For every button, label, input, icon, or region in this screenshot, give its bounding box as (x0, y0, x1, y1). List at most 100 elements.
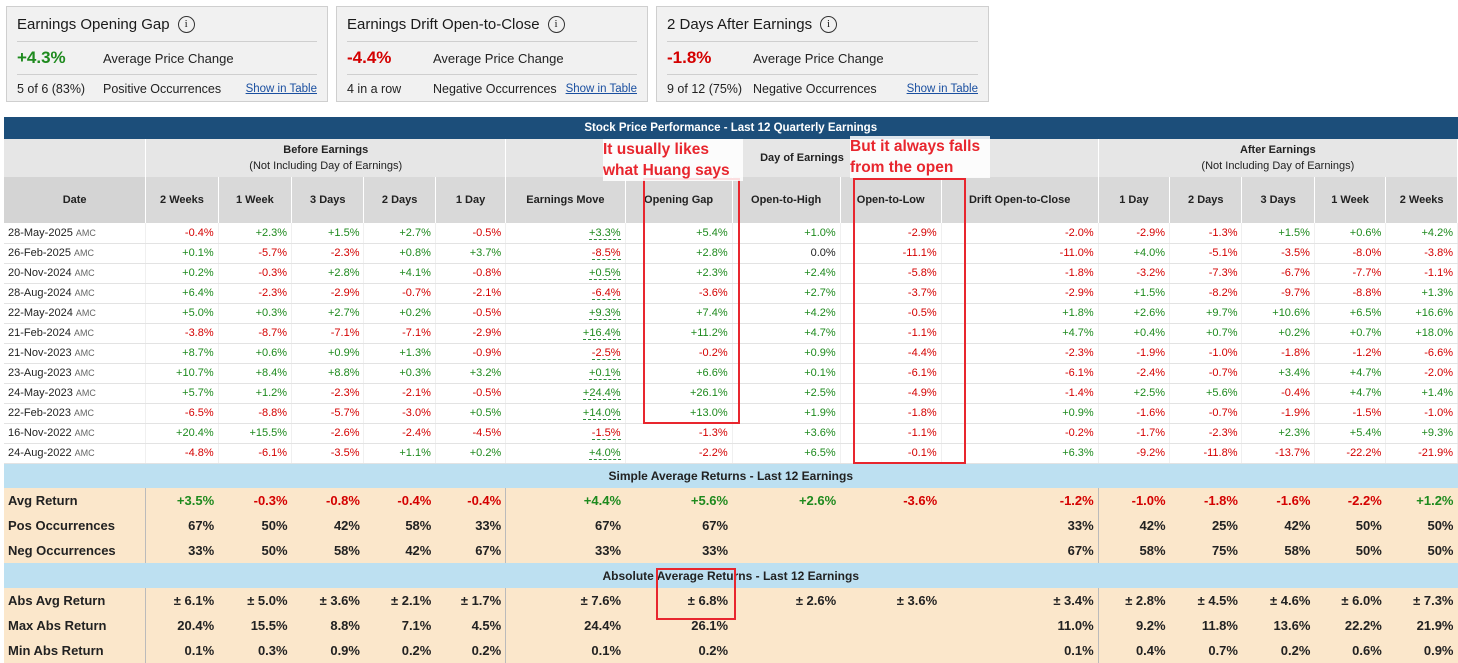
cell-value: -2.9% (1097, 223, 1171, 244)
cell-value: -11.0% (941, 243, 1099, 264)
column-header[interactable]: 2 Days (1169, 177, 1243, 223)
table-row: 22-May-2024 AMC +5.0% +0.3% +2.7% +0.2% -0.5% +… (4, 303, 1458, 324)
cell-value: +5.0% (145, 303, 219, 324)
cell-value: -11.1% (840, 243, 942, 264)
amc-tag: AMC (74, 368, 95, 378)
summary-value: 50% (1385, 513, 1458, 538)
cell-value: -2.1% (363, 383, 436, 404)
cell-value: +3.4% (1241, 363, 1315, 384)
cell-value: +0.6% (1314, 223, 1387, 244)
earnings-move-value[interactable]: +4.0% (589, 447, 621, 460)
summary-value: 0.1% (941, 638, 1099, 663)
group-day-label: Day of Earnings (760, 152, 844, 164)
column-header[interactable]: 1 Week (1314, 177, 1387, 223)
summary-row: Abs Avg Return ± 6.1% ± 5.0% ± 3.6% ± 2.1% ± … (4, 588, 1458, 613)
summary-value: 33% (625, 538, 733, 563)
cell-value: +1.5% (1097, 283, 1171, 304)
cell-value: +4.2% (732, 303, 841, 324)
column-header[interactable]: 1 Day (435, 177, 507, 223)
column-header[interactable]: 2 Weeks (1385, 177, 1458, 223)
earnings-move-value[interactable]: +24.4% (582, 387, 621, 400)
summary-value: 42% (291, 513, 364, 538)
info-icon[interactable]: i (177, 15, 195, 33)
summary-value: +5.6% (625, 488, 733, 513)
summary-value (732, 538, 841, 563)
cell-value: -7.7% (1314, 263, 1387, 284)
cell-value: +5.6% (1169, 383, 1243, 404)
summary-value: 0.2% (625, 638, 733, 663)
column-header[interactable]: Open-to-Low (840, 177, 942, 223)
cell-value: -4.4% (840, 343, 942, 364)
cell-value: -2.3% (291, 243, 365, 264)
summary-value (732, 638, 841, 663)
show-in-table-link[interactable]: Show in Table (906, 83, 978, 95)
column-header[interactable]: Date (4, 177, 147, 223)
cell-value: -3.2% (1097, 263, 1171, 284)
summary-value: -1.8% (1169, 488, 1242, 513)
earnings-move-value[interactable]: -8.5% (591, 247, 621, 260)
earnings-move-value[interactable]: +9.3% (589, 307, 621, 320)
summary-value: 0.1% (145, 638, 219, 663)
summary-card: Earnings Drift Open-to-Close i -4.4% Avera… (336, 6, 648, 102)
summary-value: +3.5% (145, 488, 219, 513)
cell-value: +2.7% (291, 303, 365, 324)
column-header[interactable]: Earnings Move (505, 177, 626, 223)
earnings-move-value[interactable]: -2.5% (591, 347, 621, 360)
cell-value: +16.6% (1385, 303, 1458, 324)
card-value: -4.4% (347, 48, 392, 67)
info-icon[interactable]: i (547, 15, 565, 33)
summary-value: ± 4.6% (1241, 588, 1315, 613)
cell-value: -2.9% (941, 283, 1099, 304)
cell-value: -3.5% (291, 443, 365, 464)
cell-value: +4.7% (732, 323, 841, 344)
show-in-table-link[interactable]: Show in Table (565, 83, 637, 95)
annotation-note-huang: It usually likes what Huang says (603, 139, 743, 181)
earnings-move-value[interactable]: +0.1% (589, 367, 621, 380)
summary-value: ± 3.6% (840, 588, 942, 613)
cell-value: +3.2% (435, 363, 507, 384)
cell-value: -6.1% (840, 363, 942, 384)
card-occurrences: 9 of 12 (75%) (667, 82, 743, 96)
cell-value: -1.1% (1385, 263, 1458, 284)
cell-value: +1.5% (1241, 223, 1315, 244)
column-header[interactable]: Open-to-High (732, 177, 841, 223)
cell-value: +9.7% (1169, 303, 1243, 324)
group-day: Day of Earnings (505, 139, 1099, 177)
column-header[interactable]: 3 Days (291, 177, 365, 223)
info-icon[interactable]: i (820, 15, 838, 33)
cell-value: -9.7% (1241, 283, 1315, 304)
amc-tag: AMC (75, 388, 96, 398)
cell-value: +0.2% (363, 303, 436, 324)
card-occurrences: 4 in a row (347, 82, 402, 96)
column-header[interactable]: Opening Gap (625, 177, 733, 223)
cell-value: +10.6% (1241, 303, 1315, 324)
show-in-table-link[interactable]: Show in Table (245, 83, 317, 95)
column-header[interactable]: 1 Day (1097, 177, 1171, 223)
cell-value: -0.1% (840, 443, 942, 464)
summary-value: ± 6.1% (145, 588, 219, 613)
column-header[interactable]: 2 Weeks (145, 177, 219, 223)
row-date: 24-Aug-2022 (8, 447, 72, 459)
column-header[interactable]: 1 Week (218, 177, 293, 223)
earnings-move-value[interactable]: -1.5% (591, 427, 621, 440)
cell-value: -1.6% (1097, 403, 1171, 424)
column-header[interactable]: Drift Open-to-Close (941, 177, 1099, 223)
summary-value: -3.6% (840, 488, 942, 513)
earnings-move-value[interactable]: +3.3% (589, 226, 621, 240)
summary-value: 42% (1098, 513, 1170, 538)
earnings-move-value[interactable]: -6.4% (591, 287, 621, 300)
column-header[interactable]: 3 Days (1241, 177, 1315, 223)
amc-tag: AMC (75, 227, 96, 238)
earnings-move-value[interactable]: +14.0% (582, 407, 621, 420)
earnings-move-value[interactable]: +16.4% (582, 327, 621, 340)
earnings-move-value[interactable]: +0.5% (589, 267, 621, 280)
cell-value: +11.2% (625, 323, 733, 344)
column-header[interactable]: 2 Days (363, 177, 436, 223)
cell-value: -1.7% (1097, 423, 1171, 444)
summary-value: 50% (1385, 538, 1458, 563)
summary-value: 26.1% (625, 613, 733, 638)
cell-value: -4.8% (145, 443, 219, 464)
summary-row: Max Abs Return 20.4% 15.5% 8.8% 7.1% 4.5% 24.4… (4, 613, 1458, 638)
cell-value: -1.0% (1169, 343, 1243, 364)
cell-value: +0.1% (145, 243, 219, 264)
